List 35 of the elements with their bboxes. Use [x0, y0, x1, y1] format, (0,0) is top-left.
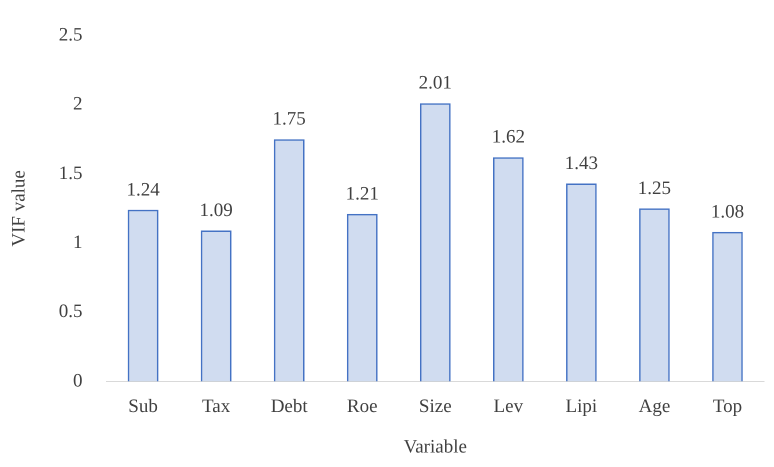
data-label: 1.75 [272, 108, 306, 130]
bar [639, 208, 670, 382]
bar [712, 232, 743, 382]
x-tick-label: Roe [346, 396, 378, 417]
y-axis-title: VIF value [8, 170, 30, 247]
x-tick-label: Tax [202, 396, 231, 417]
y-tick-label: 2.5 [58, 24, 83, 46]
x-tick-label: Sub [128, 396, 158, 417]
bar [200, 230, 232, 382]
data-label: 1.09 [200, 200, 233, 222]
bar [346, 214, 378, 382]
x-tick-label: Lipi [566, 396, 598, 417]
y-tick-label: 0.5 [58, 301, 83, 322]
x-axis-title: Variable [404, 436, 467, 458]
x-tick-label: Top [712, 396, 742, 417]
x-tick-label: Debt [270, 396, 308, 417]
x-tick-label: Age [638, 396, 670, 417]
data-label: 1.21 [346, 183, 379, 204]
y-tick-label: 0 [73, 370, 83, 392]
data-label: 1.62 [492, 126, 525, 148]
data-label: 1.24 [126, 179, 160, 200]
bar [274, 139, 305, 382]
data-label: 2.01 [418, 72, 452, 94]
x-tick-label: Lev [494, 396, 524, 417]
data-label: 1.25 [638, 178, 672, 199]
bar [420, 103, 451, 382]
y-tick-label: 2 [73, 94, 83, 115]
bar [566, 183, 597, 382]
x-tick-label: Size [418, 396, 452, 417]
data-label: 1.08 [710, 201, 744, 222]
data-label: 1.43 [564, 152, 598, 174]
y-tick-label: 1.5 [58, 162, 83, 184]
y-tick-label: 1 [73, 232, 83, 253]
bar [492, 157, 524, 382]
bar [128, 210, 158, 382]
